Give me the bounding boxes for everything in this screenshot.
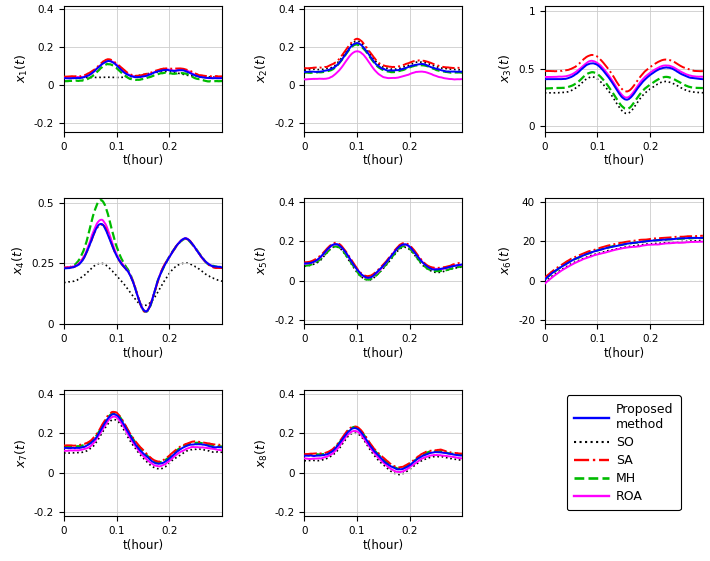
Y-axis label: $x_4(t)$: $x_4(t)$: [11, 246, 27, 275]
X-axis label: t(hour): t(hour): [122, 539, 163, 551]
Y-axis label: $x_8(t)$: $x_8(t)$: [254, 438, 271, 467]
X-axis label: t(hour): t(hour): [604, 154, 645, 168]
Legend: Proposed
method, SO, SA, MH, ROA: Proposed method, SO, SA, MH, ROA: [567, 396, 681, 511]
X-axis label: t(hour): t(hour): [363, 347, 404, 360]
X-axis label: t(hour): t(hour): [363, 154, 404, 168]
Y-axis label: $x_5(t)$: $x_5(t)$: [254, 246, 271, 275]
Y-axis label: $x_2(t)$: $x_2(t)$: [254, 54, 271, 84]
X-axis label: t(hour): t(hour): [363, 539, 404, 551]
X-axis label: t(hour): t(hour): [122, 347, 163, 360]
X-axis label: t(hour): t(hour): [604, 347, 645, 360]
Y-axis label: $x_6(t)$: $x_6(t)$: [498, 246, 514, 275]
X-axis label: t(hour): t(hour): [122, 154, 163, 168]
Y-axis label: $x_3(t)$: $x_3(t)$: [498, 54, 514, 84]
Y-axis label: $x_7(t)$: $x_7(t)$: [13, 438, 30, 467]
Y-axis label: $x_1(t)$: $x_1(t)$: [13, 54, 30, 84]
